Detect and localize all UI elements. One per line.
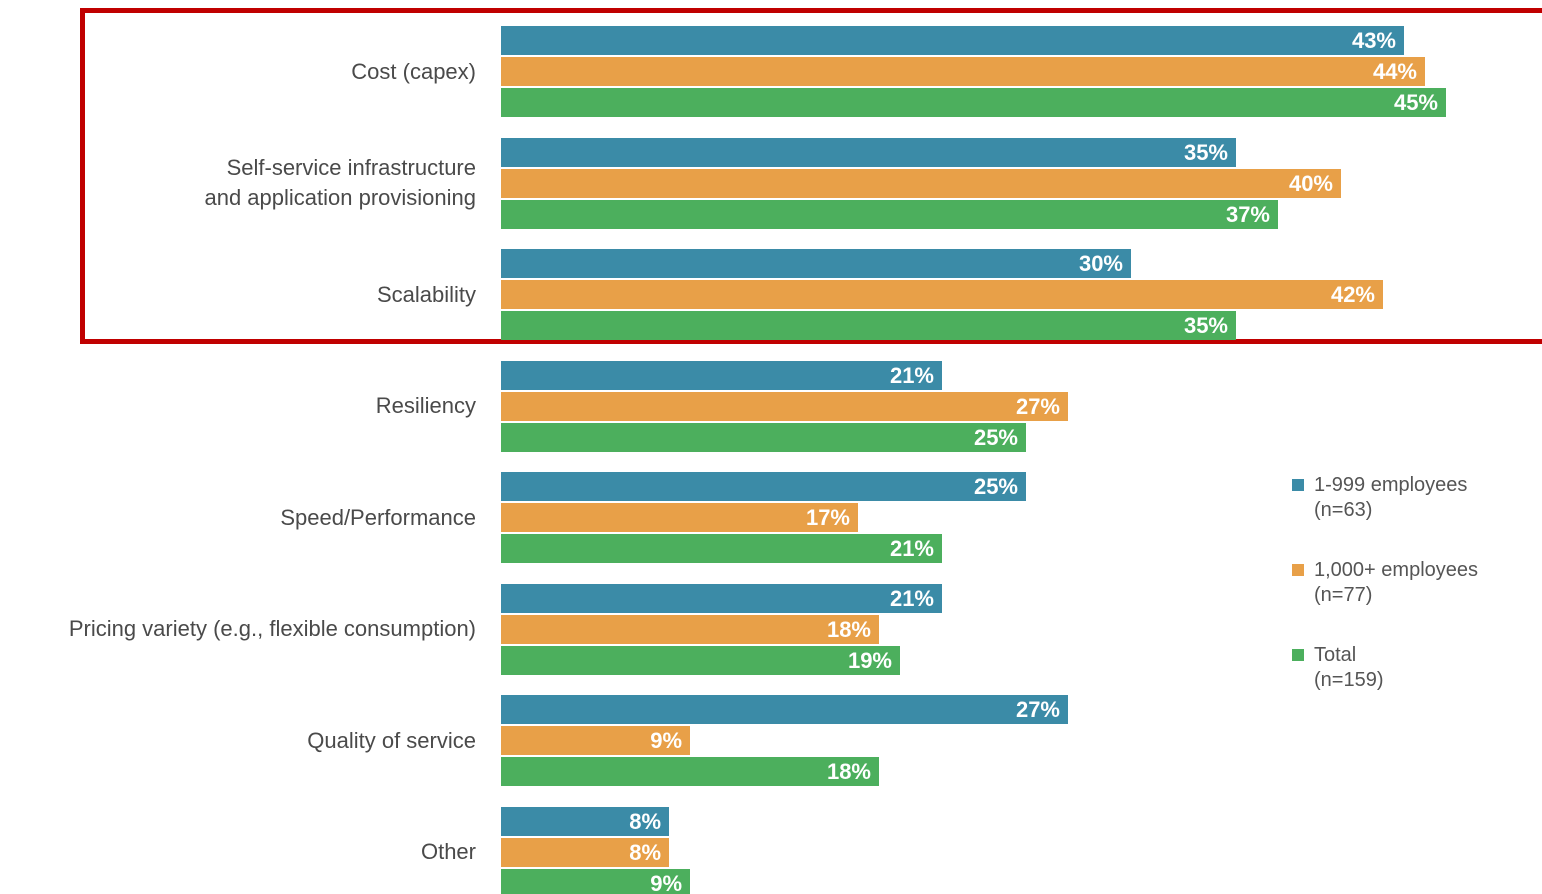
bar <box>501 695 1068 724</box>
bar <box>501 757 879 786</box>
value-label: 27% <box>1015 393 1060 419</box>
value-label: 35% <box>1183 313 1228 338</box>
value-label: 37% <box>1225 201 1270 227</box>
bar <box>501 26 1404 55</box>
value-label: 25% <box>973 424 1018 450</box>
bar <box>501 360 942 390</box>
legend-label: 1-999 employees (n=63) <box>1314 474 1468 521</box>
value-label: 21% <box>889 585 934 611</box>
legend-label: 1,000+ employees (n=77) <box>1314 559 1479 606</box>
value-label: 35% <box>1183 139 1228 165</box>
bar <box>501 422 1026 452</box>
bar <box>501 249 1131 278</box>
bar <box>501 280 1383 309</box>
legend-swatch <box>1292 564 1304 576</box>
category-label: Speed/Performance <box>280 504 476 530</box>
legend-label: Total (n=159) <box>1314 644 1384 691</box>
bar <box>501 311 1236 340</box>
value-label: 27% <box>1015 697 1060 722</box>
bar <box>501 391 1068 421</box>
bar <box>501 837 669 867</box>
bar <box>501 88 1446 117</box>
bar <box>501 645 900 675</box>
legend-swatch <box>1292 649 1304 661</box>
category-label: Other <box>420 839 476 864</box>
value-label: 17% <box>805 505 850 530</box>
highlight-box <box>80 8 1542 344</box>
bar <box>501 199 1278 229</box>
category-label: Self-service infrastructure and applicat… <box>204 155 476 210</box>
bar <box>501 503 858 532</box>
value-label: 42% <box>1330 282 1375 307</box>
value-label: 25% <box>973 474 1018 499</box>
value-label: 18% <box>826 759 871 784</box>
bar <box>501 868 690 894</box>
category-label: Quality of service <box>307 727 476 753</box>
value-label: 40% <box>1288 170 1333 196</box>
value-label: 30% <box>1078 251 1123 276</box>
value-label: 8% <box>629 808 661 834</box>
category-label: Pricing variety (e.g., flexible consumpt… <box>68 616 476 641</box>
bar <box>501 472 1026 501</box>
value-label: 9% <box>650 728 682 753</box>
value-label: 21% <box>889 536 934 561</box>
value-label: 43% <box>1351 28 1396 53</box>
bar <box>501 57 1425 86</box>
value-label: 8% <box>629 839 661 865</box>
value-label: 44% <box>1372 59 1417 84</box>
value-label: 21% <box>889 362 934 388</box>
bar <box>501 168 1341 198</box>
bar <box>501 137 1236 167</box>
bar <box>501 614 879 644</box>
legend-swatch <box>1292 479 1304 491</box>
category-label: Resiliency <box>375 393 476 418</box>
value-label: 19% <box>847 647 892 673</box>
bar <box>501 534 942 563</box>
bar <box>501 583 942 613</box>
category-label: Scalability <box>376 281 476 307</box>
value-label: 18% <box>826 616 871 642</box>
category-label: Cost (capex) <box>351 58 476 84</box>
bar <box>501 726 690 755</box>
bar <box>501 806 669 836</box>
value-label: 9% <box>650 870 682 894</box>
value-label: 45% <box>1393 90 1438 115</box>
